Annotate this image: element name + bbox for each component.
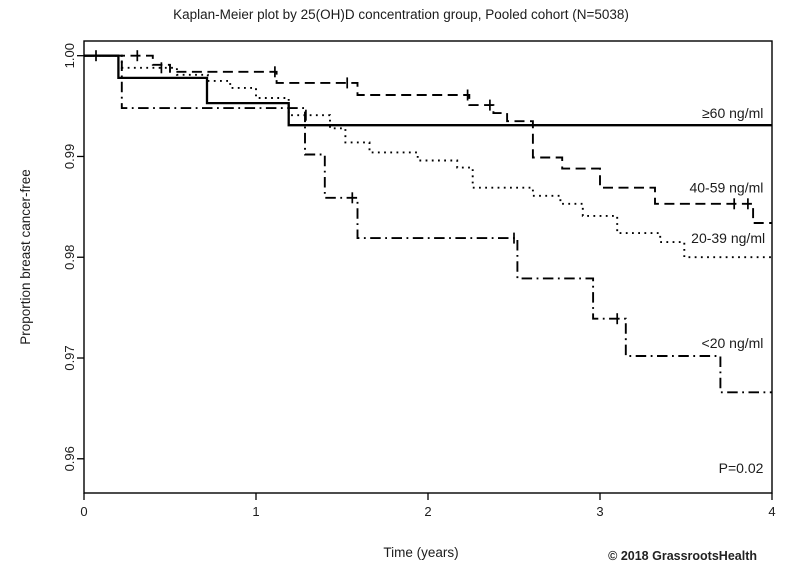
survival-curves [84, 50, 772, 394]
survival-curve-2 [84, 54, 772, 259]
copyright-credit: © 2018 GrassrootsHealth [608, 549, 757, 563]
y-tick-label: 0.98 [62, 245, 77, 270]
y-tick-label: 0.97 [62, 345, 77, 370]
survival-curve-1 [84, 54, 772, 224]
x-tick-label: 3 [596, 504, 603, 519]
y-axis-label: Proportion breast cancer-free [18, 169, 33, 345]
x-tick-label: 0 [80, 504, 87, 519]
x-tick-label: 1 [252, 504, 259, 519]
curve-label-ge60: ≥60 ng/ml [702, 105, 763, 121]
chart-title: Kaplan-Meier plot by 25(OH)D concentrati… [173, 7, 629, 22]
curve-label-lt20: <20 ng/ml [702, 335, 764, 351]
p-value-annotation: P=0.02 [719, 460, 764, 476]
x-axis-label: Time (years) [383, 545, 458, 560]
y-axis: 1.00 0.99 0.98 0.97 0.96 [62, 43, 84, 471]
survival-curve-3 [84, 54, 772, 394]
y-tick-label: 0.96 [62, 446, 77, 471]
x-axis: 0 1 2 3 4 [80, 493, 776, 519]
x-tick-label: 4 [768, 504, 775, 519]
y-tick-label: 1.00 [62, 43, 77, 68]
x-tick-label: 2 [424, 504, 431, 519]
curve-label-40-59: 40-59 ng/ml [689, 180, 763, 196]
curve-label-20-39: 20-39 ng/ml [691, 230, 765, 246]
y-tick-label: 0.99 [62, 144, 77, 169]
survival-curve-0 [84, 54, 772, 127]
